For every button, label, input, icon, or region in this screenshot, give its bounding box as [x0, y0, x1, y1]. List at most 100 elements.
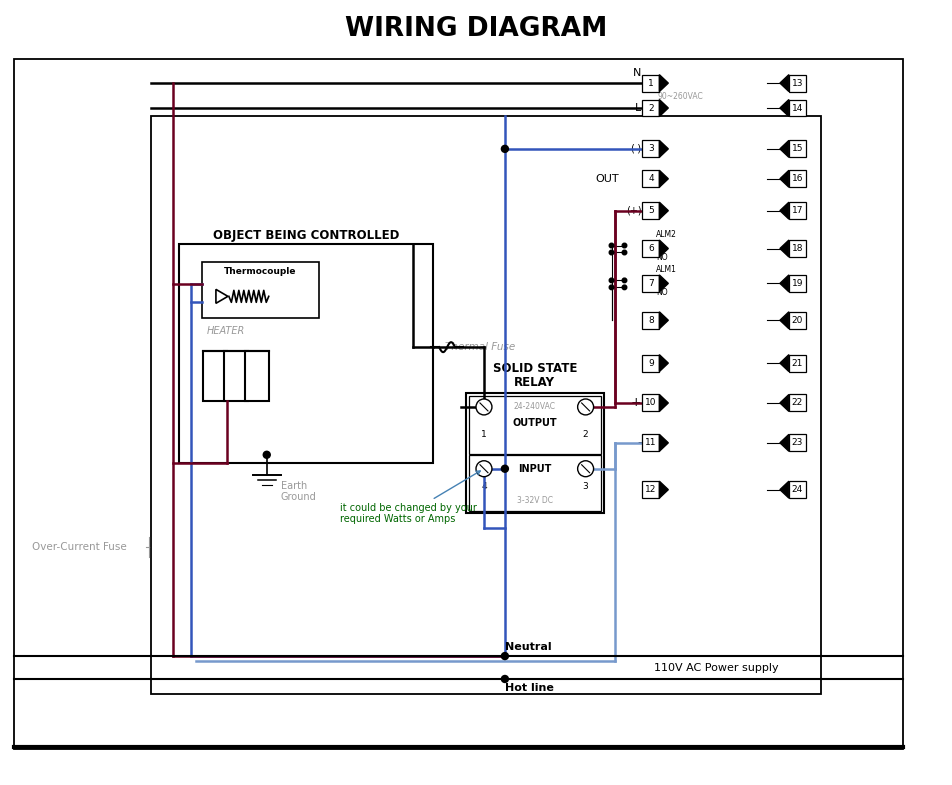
Bar [202, 262, 318, 318]
Polygon shape [779, 275, 788, 292]
Polygon shape [659, 275, 667, 292]
Polygon shape [659, 100, 667, 116]
Text: Hot line: Hot line [505, 683, 553, 693]
Circle shape [622, 278, 626, 283]
Polygon shape [659, 75, 667, 92]
Polygon shape [659, 395, 667, 411]
Text: INPUT: INPUT [518, 464, 551, 473]
Text: 5: 5 [647, 206, 653, 215]
Text: 12: 12 [645, 485, 656, 494]
Circle shape [475, 461, 491, 476]
Text: 11: 11 [645, 438, 656, 447]
Text: 90~260VAC: 90~260VAC [657, 92, 703, 100]
Text: 110V AC Power supply: 110V AC Power supply [654, 663, 778, 673]
Bar [224, 351, 248, 401]
Circle shape [608, 285, 613, 290]
Bar [466, 393, 603, 513]
Text: 13: 13 [791, 78, 803, 88]
Text: OUTPUT: OUTPUT [512, 418, 557, 428]
Circle shape [263, 451, 270, 458]
Text: L: L [634, 103, 641, 113]
Bar [642, 355, 659, 371]
Text: 18: 18 [791, 244, 803, 253]
Text: 2: 2 [647, 104, 653, 112]
Bar [642, 170, 659, 188]
Bar [203, 351, 227, 401]
Text: it could be changed by your
required Watts or Amps: it could be changed by your required Wat… [340, 471, 480, 524]
Circle shape [622, 285, 626, 290]
Bar [179, 243, 433, 462]
Polygon shape [779, 203, 788, 219]
Text: Thermal Fuse: Thermal Fuse [445, 342, 515, 352]
Text: ALM1: ALM1 [656, 265, 677, 274]
Text: OUT: OUT [595, 173, 619, 184]
Text: NO: NO [656, 253, 667, 262]
Bar [788, 395, 805, 411]
Polygon shape [779, 481, 788, 498]
Text: 3: 3 [647, 144, 653, 153]
Polygon shape [659, 434, 667, 451]
Text: 4: 4 [481, 482, 486, 491]
Text: HEATER: HEATER [207, 327, 245, 336]
Circle shape [501, 466, 507, 473]
Polygon shape [779, 355, 788, 371]
Text: 23: 23 [791, 438, 803, 447]
Circle shape [501, 652, 507, 659]
Polygon shape [659, 141, 667, 157]
Bar [788, 100, 805, 116]
Bar [788, 434, 805, 451]
Bar [642, 481, 659, 498]
Polygon shape [659, 481, 667, 498]
Bar [468, 396, 600, 454]
Text: 8: 8 [647, 316, 653, 325]
Circle shape [501, 145, 507, 152]
Text: (+): (+) [625, 206, 641, 216]
Text: ALM2: ALM2 [656, 230, 677, 239]
Bar [788, 275, 805, 292]
Text: 22: 22 [791, 399, 803, 407]
Circle shape [608, 243, 613, 248]
Text: N: N [632, 68, 641, 79]
Polygon shape [659, 312, 667, 329]
Text: 24: 24 [791, 485, 803, 494]
Text: 10: 10 [645, 399, 656, 407]
Circle shape [608, 250, 613, 255]
Circle shape [577, 399, 593, 415]
Text: 3-32V DC: 3-32V DC [516, 496, 552, 505]
Bar [642, 395, 659, 411]
Bar [642, 240, 659, 257]
Bar [788, 170, 805, 188]
Bar [642, 275, 659, 292]
Text: Neutral: Neutral [505, 642, 551, 652]
Bar [788, 75, 805, 92]
Text: 14: 14 [791, 104, 803, 112]
Bar [245, 351, 268, 401]
Text: 20: 20 [791, 316, 803, 325]
Polygon shape [659, 203, 667, 219]
Circle shape [577, 461, 593, 476]
Bar [642, 203, 659, 219]
Text: RELAY: RELAY [514, 375, 555, 389]
Bar [788, 312, 805, 329]
Bar [642, 434, 659, 451]
Text: (-): (-) [629, 144, 641, 154]
Polygon shape [779, 434, 788, 451]
Circle shape [622, 250, 626, 255]
Bar [642, 312, 659, 329]
Bar [788, 203, 805, 219]
Circle shape [475, 399, 491, 415]
Circle shape [501, 676, 507, 682]
Text: 9: 9 [647, 359, 653, 367]
Text: 1: 1 [647, 78, 653, 88]
Text: -: - [636, 436, 641, 449]
Text: 7: 7 [647, 279, 653, 288]
Bar [788, 481, 805, 498]
Polygon shape [779, 75, 788, 92]
Text: 15: 15 [791, 144, 803, 153]
Bar [788, 240, 805, 257]
Bar [642, 141, 659, 157]
Text: Over-Current Fuse: Over-Current Fuse [31, 542, 127, 553]
Text: OBJECT BEING CONTROLLED: OBJECT BEING CONTROLLED [212, 229, 399, 242]
Text: 2: 2 [583, 430, 587, 440]
Text: 17: 17 [791, 206, 803, 215]
